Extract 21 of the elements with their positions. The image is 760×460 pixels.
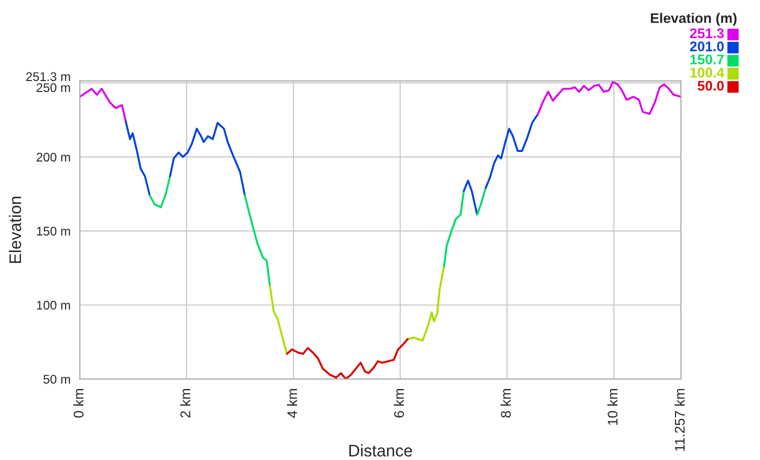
x-tick-label: 2 km [180, 388, 190, 418]
y-tick-label: 251.3 m [26, 72, 70, 82]
y-tick-label: 100 m [36, 300, 70, 310]
color-bar-label: 201.0 [690, 41, 724, 52]
y-axis-title: Elevation [8, 196, 22, 263]
y-tick-label: 200 m [36, 152, 70, 162]
x-axis-title: Distance [349, 444, 412, 457]
x-tick-label: 11.257 km [674, 388, 685, 451]
x-tick-label: 10 km [607, 388, 618, 425]
color-bar-label: 100.4 [690, 68, 724, 78]
x-tick-label: 6 km [394, 388, 404, 418]
color-bar-title: Elevation (m) [650, 12, 737, 26]
y-tick-label: 250 m [36, 83, 70, 92]
x-tick-label: 8 km [500, 388, 511, 418]
y-tick-label: 50 m [43, 374, 70, 384]
color-bar-label: 251.3 [690, 28, 724, 38]
x-tick-label: 4 km [286, 388, 298, 418]
color-bar-label: 50.0 [698, 80, 724, 91]
color-bar-label: 150.7 [690, 54, 724, 64]
x-tick-label: 0 km [73, 388, 84, 418]
y-tick-label: 150 m [36, 226, 70, 236]
